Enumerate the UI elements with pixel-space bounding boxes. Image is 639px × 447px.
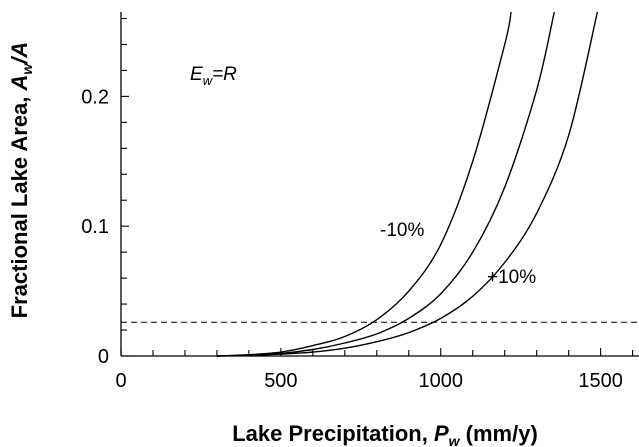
annotation-ew-equals-r: Ew=R [190, 64, 237, 88]
x-axis-title: Lake Precipitation, Pw (mm/y) [232, 421, 538, 447]
x-ticks: 0 500 1000 1500 [115, 348, 634, 392]
x-tick-label: 500 [264, 370, 297, 392]
y-tick-label: 0 [98, 346, 109, 368]
plot-frame [120, 12, 639, 357]
annotation-plus-10-percent: +10% [487, 267, 536, 288]
y-tick-label: 0.2 [81, 86, 109, 108]
series-line-plus-10 [216, 11, 599, 357]
x-tick-label: 1000 [419, 370, 464, 392]
y-ticks: 0 0.1 0.2 [81, 17, 129, 368]
x-tick-label: 0 [115, 370, 126, 392]
y-axis-title: Fractional Lake Area, Aw/A [7, 42, 35, 319]
series-layer [216, 11, 599, 357]
annotation-minus-10-percent: -10% [380, 220, 424, 241]
x-tick-label: 1500 [578, 370, 623, 392]
series-line-minus-10 [216, 11, 512, 357]
y-tick-label: 0.1 [81, 216, 109, 238]
series-line-baseline [216, 11, 555, 357]
